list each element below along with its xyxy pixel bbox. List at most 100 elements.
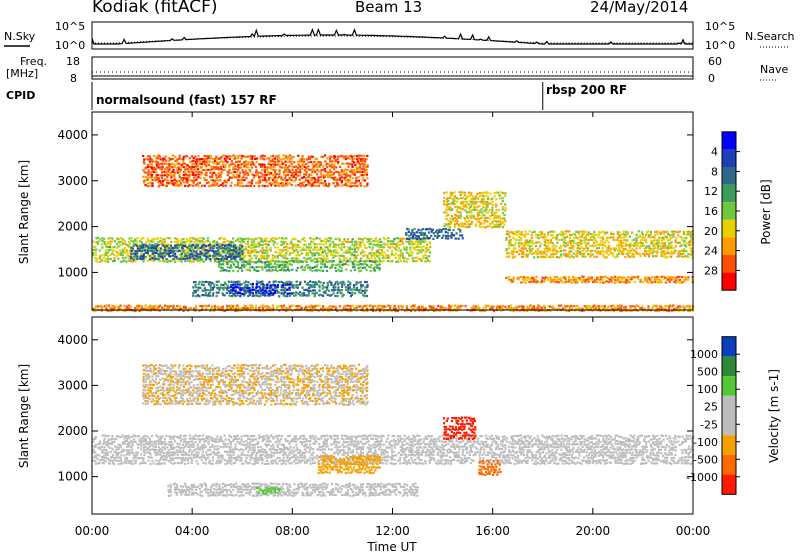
nsearch-tick-bottom: 10^0 (705, 39, 735, 52)
velocity-band-1 (167, 482, 419, 497)
power-colorbar: 4 8 12 16 20 24 28 (704, 131, 740, 291)
nave-tick-bottom: 0 (708, 72, 715, 85)
power-band-6 (443, 191, 507, 229)
velocity-band-0 (92, 434, 695, 466)
station-title: Kodiak (fitACF) (92, 0, 218, 17)
power-band-2 (217, 259, 381, 273)
power-band-10 (92, 304, 695, 313)
velocity-ytick-label: 4000 (57, 333, 88, 347)
velocity-colorbar-tick: -1000 (686, 471, 718, 484)
power-band-9 (142, 154, 369, 188)
freq-panel: Freq. [MHz] 18 8 60 0 Nave (6, 55, 788, 85)
power-colorbar-swatch (722, 237, 736, 255)
velocity-panel: 1000 2000 3000 4000 Slant Range [km] 1000 50… (17, 316, 781, 515)
velocity-band-3 (442, 416, 477, 440)
power-band-5 (405, 227, 464, 241)
velocity-colorbar-swatch (722, 336, 736, 357)
power-band-1 (129, 243, 244, 261)
power-colorbar-tick: 24 (704, 245, 718, 258)
power-colorbar-tick: 8 (711, 165, 718, 178)
velocity-cells (92, 363, 695, 497)
nsky-tick-top: 10^5 (55, 20, 85, 33)
x-tick-label: 12:00 (375, 524, 410, 538)
velocity-ytick-label: 3000 (57, 378, 88, 392)
velocity-band-4 (478, 459, 502, 477)
cpid-mode-2: rbsp 200 RF (546, 83, 627, 97)
x-tick-label: 16:00 (475, 524, 510, 538)
power-colorbar-tick: 16 (704, 205, 718, 218)
x-tick-label: 08:00 (275, 524, 310, 538)
power-band-7 (505, 230, 694, 259)
power-colorbar-tick: 28 (704, 264, 718, 277)
freq-label-1: Freq. (20, 55, 47, 68)
power-ytick-label: 1000 (57, 265, 88, 279)
nsky-panel: N.Sky 10^5 10^0 10^5 10^0 N.Search (4, 20, 795, 52)
velocity-colorbar-tick: -25 (700, 418, 718, 431)
nsky-trace (91, 27, 693, 45)
power-colorbar-tick: 4 (711, 146, 718, 159)
nsearch-trace (92, 35, 693, 44)
velocity-colorbar-label: Velocity [m s-1] (767, 369, 781, 463)
nsky-label: N.Sky (4, 30, 36, 43)
power-ytick-label: 3000 (57, 174, 88, 188)
velocity-colorbar-swatch (722, 435, 736, 455)
x-tick-label: 00:00 (676, 524, 711, 538)
velocity-ytick-label: 2000 (57, 424, 88, 438)
nave-tick-top: 60 (708, 55, 722, 68)
velocity-colorbar-tick: -100 (693, 436, 718, 449)
power-band-3 (192, 280, 369, 298)
velocity-colorbar-swatch (722, 356, 736, 377)
velocity-ylabel: Slant Range [km] (17, 364, 31, 468)
power-colorbar-swatch (722, 255, 736, 273)
x-tick-label: 20:00 (576, 524, 611, 538)
power-ylabel: Slant Range [km] (17, 160, 31, 264)
nsearch-tick-top: 10^5 (705, 20, 735, 33)
velocity-band-6 (142, 363, 369, 406)
x-tick-label: 00:00 (75, 524, 110, 538)
velocity-colorbar-swatch (722, 376, 736, 396)
power-colorbar-swatch (722, 202, 736, 220)
x-tick-label: 04:00 (175, 524, 210, 538)
nsky-tick-bottom: 10^0 (55, 39, 85, 52)
power-colorbar-swatch (722, 149, 736, 167)
power-colorbar-tick: 12 (704, 185, 718, 198)
cpid-mode-1: normalsound (fast) 157 RF (96, 93, 277, 107)
power-panel: 1000 2000 3000 4000 Slant Range [km] 4 8 12 16… (17, 111, 773, 313)
freq-tick-top: 18 (66, 55, 80, 68)
velocity-colorbar-tick: 100 (697, 383, 718, 396)
velocity-band-5 (255, 486, 281, 495)
cpid-row: CPID normalsound (fast) 157 RF rbsp 200 … (6, 82, 627, 110)
velocity-colorbar-swatch (722, 454, 736, 475)
velocity-ytick-label: 1000 (57, 470, 88, 484)
velocity-colorbar-tick: 1000 (690, 348, 718, 361)
velocity-colorbar-swatch (722, 395, 736, 416)
power-colorbar-label: Power [dB] (759, 179, 773, 244)
power-colorbar-swatch (722, 167, 736, 185)
x-axis: 00:00 04:00 08:00 12:00 16:00 20:00 00:00 (75, 112, 711, 538)
velocity-colorbar-tick: -500 (693, 453, 718, 466)
power-band-8 (505, 275, 694, 284)
power-colorbar-swatch (722, 184, 736, 203)
beam-title: Beam 13 (355, 0, 422, 16)
date-title: 24/May/2014 (590, 0, 688, 16)
cpid-label: CPID (6, 89, 35, 102)
power-colorbar-swatch (722, 131, 736, 150)
velocity-colorbar-tick: 25 (704, 401, 718, 414)
freq-tick-bottom: 8 (70, 72, 77, 85)
x-axis-label: Time UT (366, 540, 417, 554)
power-colorbar-tick: 20 (704, 225, 718, 238)
velocity-colorbar-swatch (722, 474, 736, 495)
power-ytick-label: 4000 (57, 128, 88, 142)
power-band-4 (230, 282, 294, 296)
nsearch-label: N.Search (745, 30, 795, 43)
velocity-colorbar-tick: 500 (697, 366, 718, 379)
power-ytick-label: 2000 (57, 220, 88, 234)
freq-label-2: [MHz] (6, 67, 38, 80)
nave-label: Nave (760, 63, 788, 76)
velocity-colorbar-swatch (722, 415, 736, 436)
power-colorbar-swatch (722, 219, 736, 238)
power-colorbar-swatch (722, 272, 736, 291)
velocity-colorbar: 1000 500 100 25 -25 -100 -500 -1000 (686, 336, 740, 495)
velocity-band-2 (317, 454, 382, 475)
